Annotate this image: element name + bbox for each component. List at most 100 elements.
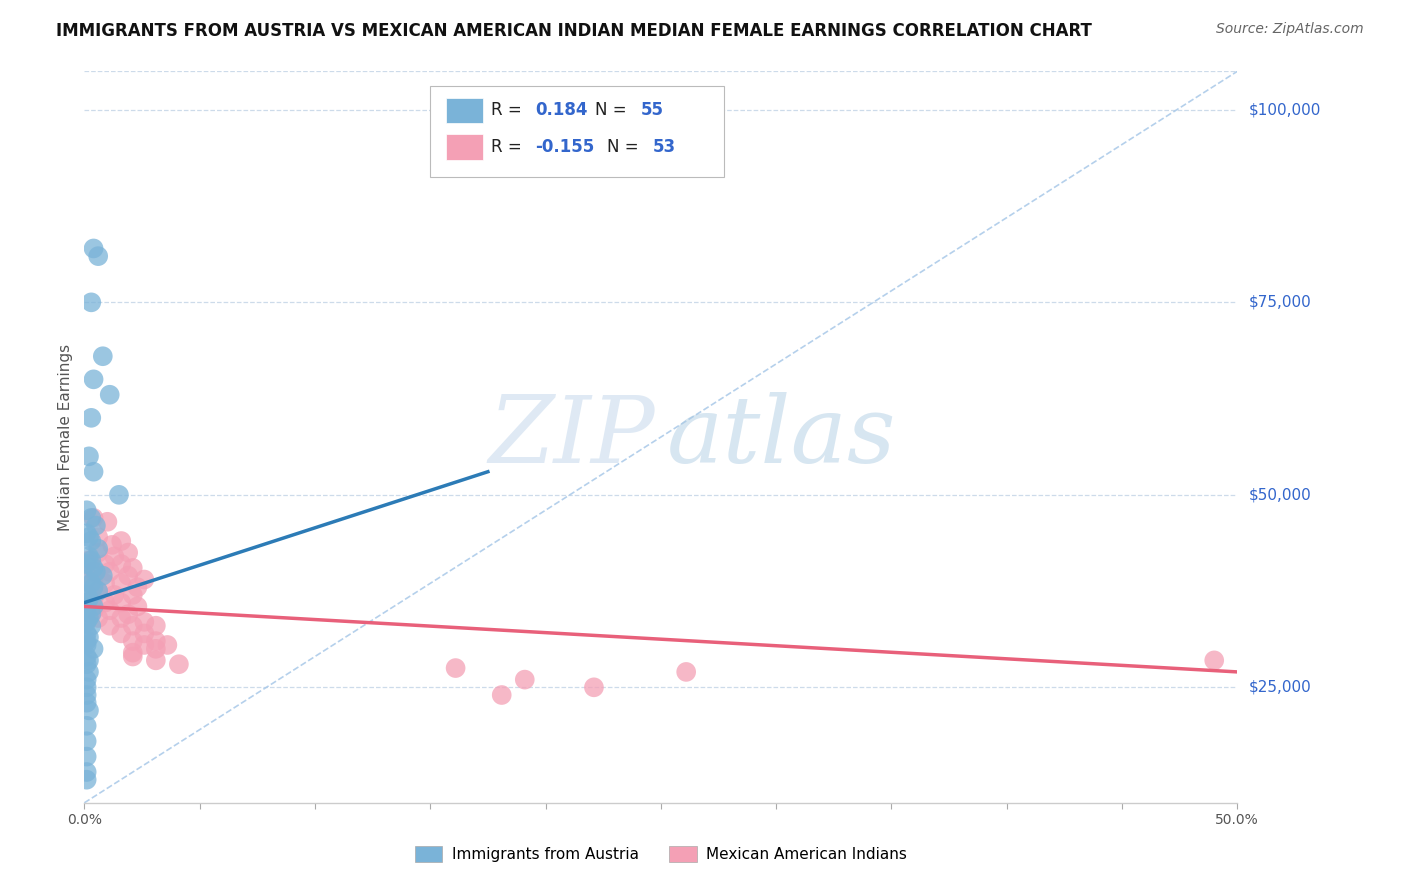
- Point: [117, 568, 139, 582]
- Point: [77, 653, 100, 667]
- Point: [83, 603, 105, 617]
- Point: [76, 503, 98, 517]
- Point: [491, 688, 513, 702]
- Point: [76, 688, 98, 702]
- Point: [87, 584, 110, 599]
- Point: [83, 242, 105, 256]
- Point: [121, 588, 143, 602]
- Text: 55: 55: [641, 101, 664, 120]
- Point: [87, 249, 110, 263]
- Point: [77, 591, 100, 606]
- Point: [87, 541, 110, 556]
- Legend: Immigrants from Austria, Mexican American Indians: Immigrants from Austria, Mexican America…: [409, 840, 912, 868]
- Text: R =: R =: [491, 101, 527, 120]
- Point: [121, 618, 143, 632]
- Point: [80, 534, 103, 549]
- Point: [76, 603, 98, 617]
- Point: [1204, 653, 1226, 667]
- Point: [675, 665, 697, 679]
- Point: [121, 649, 143, 664]
- Point: [103, 549, 125, 564]
- Text: N =: N =: [606, 137, 644, 156]
- Point: [156, 638, 179, 652]
- Point: [110, 611, 132, 625]
- Point: [108, 488, 131, 502]
- Point: [76, 615, 98, 629]
- Point: [513, 673, 536, 687]
- Point: [94, 576, 117, 591]
- Point: [76, 638, 98, 652]
- Point: [582, 681, 605, 695]
- FancyBboxPatch shape: [446, 135, 484, 160]
- Point: [98, 618, 121, 632]
- Point: [127, 580, 149, 594]
- Point: [77, 549, 100, 564]
- Point: [80, 618, 103, 632]
- FancyBboxPatch shape: [430, 86, 724, 178]
- Point: [145, 653, 167, 667]
- Point: [110, 596, 132, 610]
- Text: atlas: atlas: [666, 392, 896, 482]
- Point: [127, 599, 149, 614]
- Point: [83, 641, 105, 656]
- Point: [167, 657, 190, 672]
- Point: [76, 634, 98, 648]
- Point: [77, 553, 100, 567]
- Point: [76, 772, 98, 787]
- Point: [87, 545, 110, 559]
- Point: [98, 565, 121, 579]
- FancyBboxPatch shape: [446, 98, 484, 123]
- Point: [80, 511, 103, 525]
- Point: [76, 526, 98, 541]
- Point: [121, 561, 143, 575]
- Point: [84, 565, 107, 579]
- Point: [110, 557, 132, 571]
- Point: [76, 626, 98, 640]
- Point: [80, 295, 103, 310]
- Point: [83, 511, 105, 525]
- Point: [87, 611, 110, 625]
- Point: [134, 573, 156, 587]
- Text: $50,000: $50,000: [1249, 487, 1312, 502]
- Point: [96, 515, 118, 529]
- Text: ZIP: ZIP: [488, 392, 655, 482]
- Point: [76, 696, 98, 710]
- Point: [76, 734, 98, 748]
- Text: Source: ZipAtlas.com: Source: ZipAtlas.com: [1216, 22, 1364, 37]
- Point: [444, 661, 467, 675]
- Point: [117, 607, 139, 622]
- Point: [76, 681, 98, 695]
- Point: [101, 538, 124, 552]
- Point: [84, 518, 107, 533]
- Point: [145, 641, 167, 656]
- Point: [76, 588, 98, 602]
- Point: [83, 573, 105, 587]
- Text: 53: 53: [652, 137, 676, 156]
- Point: [76, 764, 98, 779]
- Point: [87, 530, 110, 544]
- Point: [80, 607, 103, 622]
- Point: [83, 599, 105, 614]
- Text: $75,000: $75,000: [1249, 295, 1312, 310]
- Point: [76, 557, 98, 571]
- Text: 0.184: 0.184: [536, 101, 588, 120]
- Text: IMMIGRANTS FROM AUSTRIA VS MEXICAN AMERICAN INDIAN MEDIAN FEMALE EARNINGS CORREL: IMMIGRANTS FROM AUSTRIA VS MEXICAN AMERI…: [56, 22, 1092, 40]
- Point: [98, 603, 121, 617]
- Point: [110, 534, 132, 549]
- Point: [134, 615, 156, 629]
- Point: [76, 719, 98, 733]
- Text: -0.155: -0.155: [536, 137, 595, 156]
- Text: $100,000: $100,000: [1249, 103, 1320, 118]
- Point: [77, 665, 100, 679]
- Point: [83, 372, 105, 386]
- Point: [77, 611, 100, 625]
- Point: [103, 588, 125, 602]
- Text: $25,000: $25,000: [1249, 680, 1312, 695]
- Y-axis label: Median Female Earnings: Median Female Earnings: [58, 343, 73, 531]
- Point: [145, 618, 167, 632]
- Point: [76, 649, 98, 664]
- Point: [80, 576, 103, 591]
- Point: [91, 568, 114, 582]
- Point: [80, 410, 103, 425]
- Point: [77, 630, 100, 644]
